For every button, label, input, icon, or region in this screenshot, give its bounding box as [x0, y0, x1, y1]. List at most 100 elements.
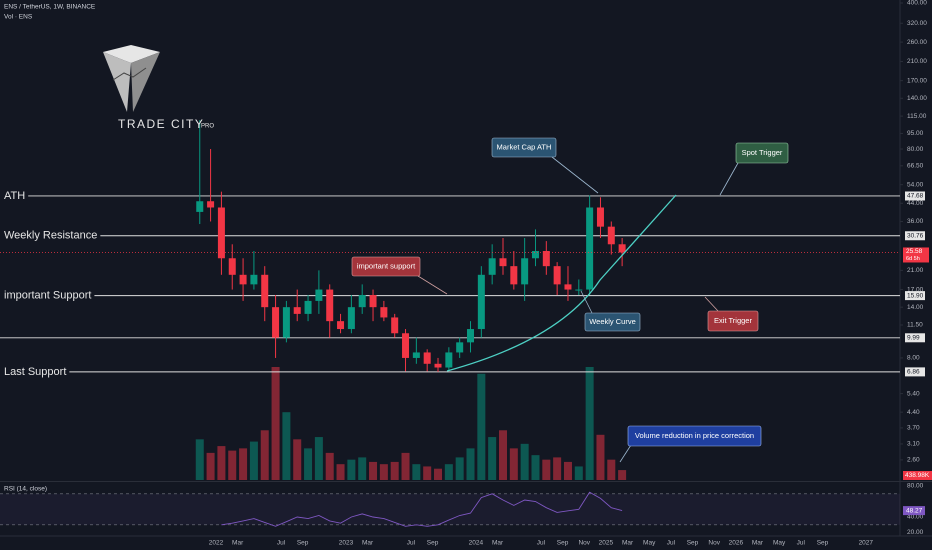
x-tick-label: 2026 — [729, 540, 744, 547]
y-tick-label: 8.00 — [907, 355, 920, 362]
volume-bar — [498, 430, 507, 480]
y-tick-label: 2.60 — [907, 457, 920, 464]
volume-bar — [293, 439, 302, 480]
volume-bar — [217, 446, 226, 480]
volume-bar — [477, 373, 486, 480]
rsi-last-label: 48.27 — [906, 507, 923, 514]
candle-body — [586, 207, 594, 290]
volume-bar — [412, 464, 421, 480]
last-price: 25.58 — [906, 248, 923, 255]
y-tick-label: 66.50 — [907, 163, 924, 170]
candle-body — [488, 258, 496, 275]
annotation: Market Cap ATH — [497, 142, 552, 151]
candle-body — [510, 266, 518, 285]
candle-body — [358, 295, 366, 308]
volume-bar — [195, 439, 204, 480]
annotation: Exit Trigger — [714, 316, 752, 325]
volume-bar — [455, 457, 464, 480]
volume-bar — [379, 464, 388, 480]
rsi-tick-label: 20.00 — [907, 529, 924, 536]
y-tick-label: 44.00 — [907, 200, 924, 207]
volume-bar — [531, 455, 540, 480]
x-tick-label: Sep — [427, 540, 439, 547]
volume-label-box — [903, 471, 932, 480]
volume-bar — [607, 459, 616, 480]
candle-body — [564, 284, 572, 290]
candle-body — [402, 333, 410, 358]
x-tick-label: May — [773, 540, 786, 547]
y-tick-label: 21.00 — [907, 267, 924, 274]
volume-bar — [358, 457, 367, 480]
annotation: Spot Trigger — [742, 148, 783, 157]
candle-body — [467, 329, 475, 343]
volume-bar — [488, 437, 497, 480]
y-tick-label: 140.00 — [907, 95, 927, 102]
x-tick-label: 2025 — [599, 540, 614, 547]
x-tick-label: Mar — [752, 540, 764, 547]
connector — [551, 156, 599, 194]
annotation-box — [351, 256, 421, 277]
candle-body — [542, 251, 550, 267]
level-price-box — [905, 191, 925, 201]
annotation: Weekly Curve — [589, 317, 636, 326]
y-tick-label: 320.00 — [907, 20, 927, 27]
annotation-box — [735, 142, 789, 164]
y-tick-label: 3.10 — [907, 441, 920, 448]
level-price: 6.86 — [907, 369, 920, 376]
connector — [704, 296, 719, 312]
level-price: 30.76 — [907, 232, 924, 239]
x-tick-label: Mar — [232, 540, 244, 547]
connector — [619, 444, 632, 463]
volume-bar — [206, 452, 215, 480]
countdown: 6d 5h — [906, 256, 920, 262]
rsi-title: RSI (14, close) — [4, 486, 47, 493]
annotations: Market Cap ATH Spot Trigger important su… — [351, 137, 789, 463]
logo: TRADE CITY PRO — [103, 45, 214, 131]
rsi-tick-label: 40.00 — [907, 514, 924, 521]
volume-label: 438.98K — [905, 472, 930, 479]
volume-bar — [239, 448, 248, 480]
level-label: Weekly Resistance — [4, 230, 97, 242]
volume-bar — [390, 461, 399, 480]
y-tick-label: 5.40 — [907, 390, 920, 397]
candle-body — [228, 258, 236, 275]
candle-body — [412, 352, 420, 358]
candle-body — [607, 226, 615, 245]
rsi-band — [0, 493, 900, 525]
annotation-box — [707, 310, 759, 332]
x-tick-label: 2022 — [209, 540, 224, 547]
candle-body — [596, 207, 604, 227]
x-tick-label: Mar — [492, 540, 504, 547]
candle-body — [531, 251, 539, 259]
candle-body — [499, 258, 507, 267]
x-tick-label: Jul — [667, 540, 676, 547]
volume-bar — [347, 459, 356, 480]
level-price: 15.90 — [907, 292, 924, 299]
candle-body — [391, 317, 399, 334]
y-tick-label: 17.00 — [907, 286, 924, 293]
y-tick-label: 4.40 — [907, 409, 920, 416]
symbol-title: ENS / TetherUS, 1W, BINANCE — [4, 4, 96, 11]
volume-bar — [260, 430, 269, 480]
x-tick-label: 2023 — [339, 540, 354, 547]
candle-body — [196, 201, 204, 212]
connector — [719, 162, 739, 196]
rsi-last-box — [903, 506, 925, 516]
annotation-box — [627, 425, 762, 447]
level-label: Last Support — [4, 366, 66, 378]
x-tick-label: Jul — [407, 540, 416, 547]
volume-bar — [563, 461, 572, 480]
volume-bar — [336, 464, 345, 480]
volume-bar — [282, 412, 291, 480]
level-price-box — [905, 291, 925, 301]
volume-bar — [249, 441, 258, 480]
y-tick-label: 210.00 — [907, 58, 927, 65]
volume-bar — [423, 466, 432, 480]
annotation-box — [584, 312, 641, 332]
volume-bar — [325, 452, 334, 480]
weekly-curve — [446, 194, 677, 372]
volume-bar — [434, 468, 443, 480]
candle-body — [369, 295, 377, 308]
